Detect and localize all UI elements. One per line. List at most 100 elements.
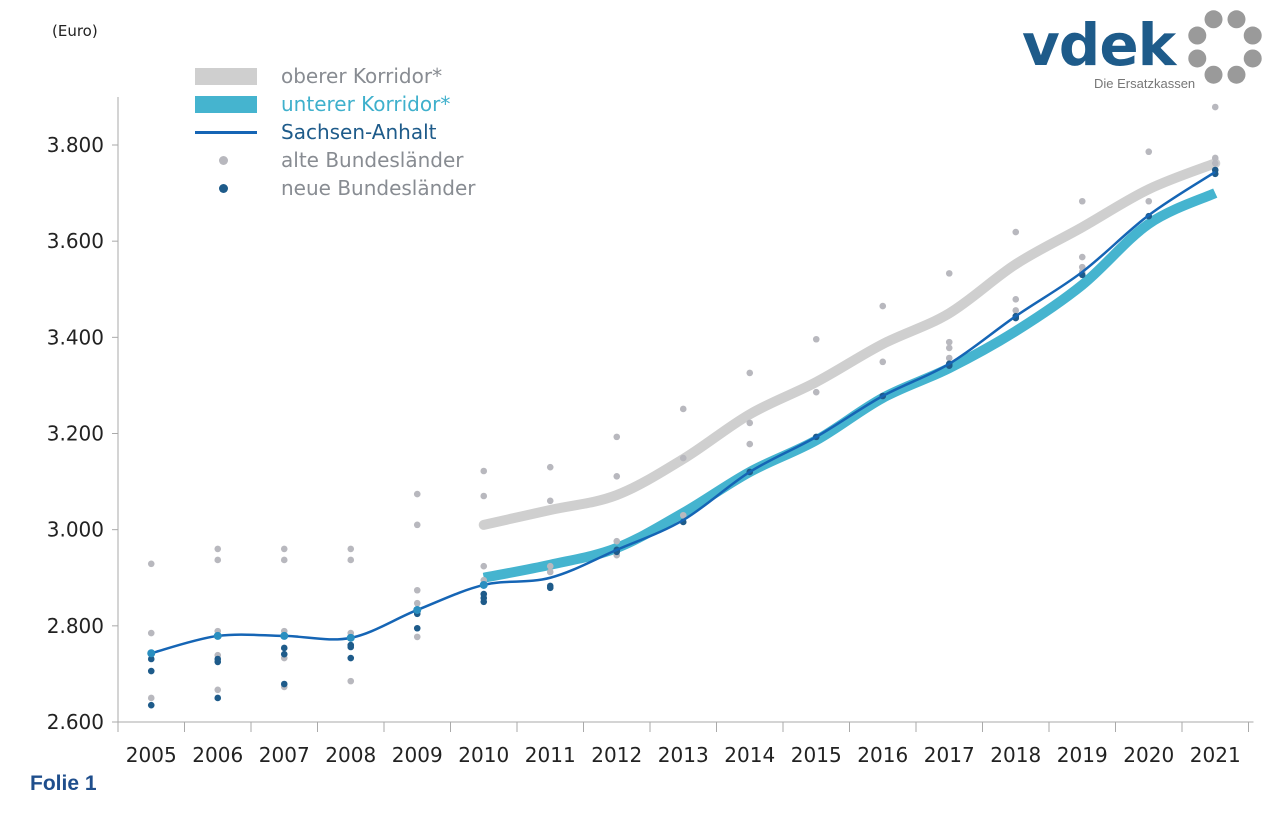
- slide-label: Folie 1: [30, 772, 97, 795]
- point-neue: [280, 650, 288, 658]
- point-alte: [945, 354, 953, 362]
- series-line-sachsen: [150, 170, 1216, 655]
- point-alte: [812, 335, 820, 343]
- point-neue: [480, 598, 488, 606]
- x-tick-label: 2021: [1190, 743, 1241, 767]
- point-sachsen: [413, 605, 422, 614]
- y-axis-unit-label: (Euro): [52, 22, 98, 40]
- point-alte: [480, 467, 488, 475]
- logo-ring-segment: [1204, 65, 1223, 84]
- logo-ring-segment: [1243, 49, 1262, 68]
- point-neue: [347, 654, 355, 662]
- point-alte: [945, 344, 953, 352]
- point-alte: [480, 492, 488, 500]
- point-alte: [480, 562, 488, 570]
- legend-label: Sachsen-Anhalt: [281, 120, 437, 144]
- point-alte: [347, 545, 355, 553]
- point-neue: [347, 643, 355, 651]
- point-alte: [1012, 296, 1020, 303]
- logo-ring-segment: [1188, 26, 1207, 45]
- point-alte: [613, 472, 621, 480]
- logo-ring-segment: [1243, 26, 1262, 45]
- point-neue: [280, 680, 288, 688]
- point-alte: [147, 629, 155, 637]
- point-neue: [413, 624, 421, 632]
- point-alte: [413, 633, 421, 641]
- point-sachsen: [479, 580, 488, 589]
- logo-ring-segment: [1204, 10, 1223, 29]
- x-tick-label: 2005: [126, 743, 177, 767]
- x-tick-label: 2018: [990, 743, 1041, 767]
- point-neue: [546, 584, 554, 592]
- point-alte: [1211, 103, 1219, 111]
- point-alte: [147, 560, 155, 568]
- x-tick-label: 2011: [525, 743, 576, 767]
- y-tick-label: 3.800: [47, 133, 104, 157]
- x-tick-label: 2015: [791, 743, 842, 767]
- x-tick-label: 2016: [857, 743, 908, 767]
- y-tick-label: 3.200: [47, 422, 104, 446]
- point-neue: [280, 644, 288, 652]
- point-sachsen: [346, 633, 355, 642]
- logo-ring-segment: [1227, 10, 1246, 29]
- y-tick-label: 3.600: [47, 229, 104, 253]
- legend-marker-sachsen: [195, 130, 257, 134]
- legend-marker-neue: [219, 183, 228, 193]
- logo-ring-segment: [1188, 49, 1207, 68]
- point-alte: [546, 497, 554, 505]
- x-tick-label: 2017: [924, 743, 975, 767]
- legend-marker-alte: [219, 155, 228, 165]
- point-alte: [1145, 148, 1153, 156]
- point-alte: [746, 419, 754, 427]
- logo-ring-segment: [1227, 65, 1246, 84]
- point-alte: [1078, 253, 1086, 261]
- point-sachsen: [213, 631, 222, 640]
- point-alte: [1078, 263, 1086, 271]
- x-tick-label: 2012: [591, 743, 642, 767]
- x-tick-label: 2009: [392, 743, 443, 767]
- point-alte: [613, 537, 621, 545]
- point-alte: [147, 694, 155, 702]
- point-alte: [546, 568, 554, 576]
- y-tick-label: 3.400: [47, 325, 104, 349]
- point-alte: [1211, 154, 1219, 162]
- point-alte: [679, 405, 687, 413]
- point-neue: [147, 701, 155, 709]
- legend-label: neue Bundesländer: [281, 176, 476, 200]
- point-alte: [214, 556, 222, 564]
- series-line-unterer: [482, 188, 1218, 583]
- point-alte: [945, 338, 953, 346]
- point-alte: [1078, 197, 1086, 205]
- point-alte: [280, 556, 288, 564]
- point-alte: [679, 511, 687, 519]
- point-alte: [413, 599, 421, 607]
- point-sachsen: [147, 649, 156, 658]
- point-alte: [879, 358, 887, 366]
- logo-tagline: Die Ersatzkassen: [1094, 76, 1195, 91]
- point-alte: [1211, 159, 1219, 167]
- point-alte: [413, 490, 421, 498]
- point-sachsen: [280, 631, 289, 640]
- point-alte: [1012, 228, 1020, 236]
- logo-text: vdek: [1022, 11, 1178, 79]
- point-alte: [679, 454, 687, 462]
- point-alte: [1145, 197, 1153, 205]
- point-neue: [147, 667, 155, 675]
- point-alte: [546, 463, 554, 471]
- point-neue: [214, 658, 222, 666]
- point-alte: [546, 562, 554, 570]
- point-alte: [746, 369, 754, 377]
- x-tick-label: 2020: [1123, 743, 1174, 767]
- logo-ring-icon: [1188, 10, 1262, 84]
- y-tick-label: 2.800: [47, 614, 104, 638]
- point-alte: [879, 302, 887, 310]
- legend-marker-oberer: [195, 67, 257, 85]
- x-tick-label: 2008: [325, 743, 376, 767]
- point-alte: [280, 545, 288, 553]
- x-tick-label: 2006: [192, 743, 243, 767]
- point-neue: [147, 655, 155, 663]
- point-alte: [347, 556, 355, 564]
- point-alte: [413, 586, 421, 594]
- point-alte: [812, 388, 820, 396]
